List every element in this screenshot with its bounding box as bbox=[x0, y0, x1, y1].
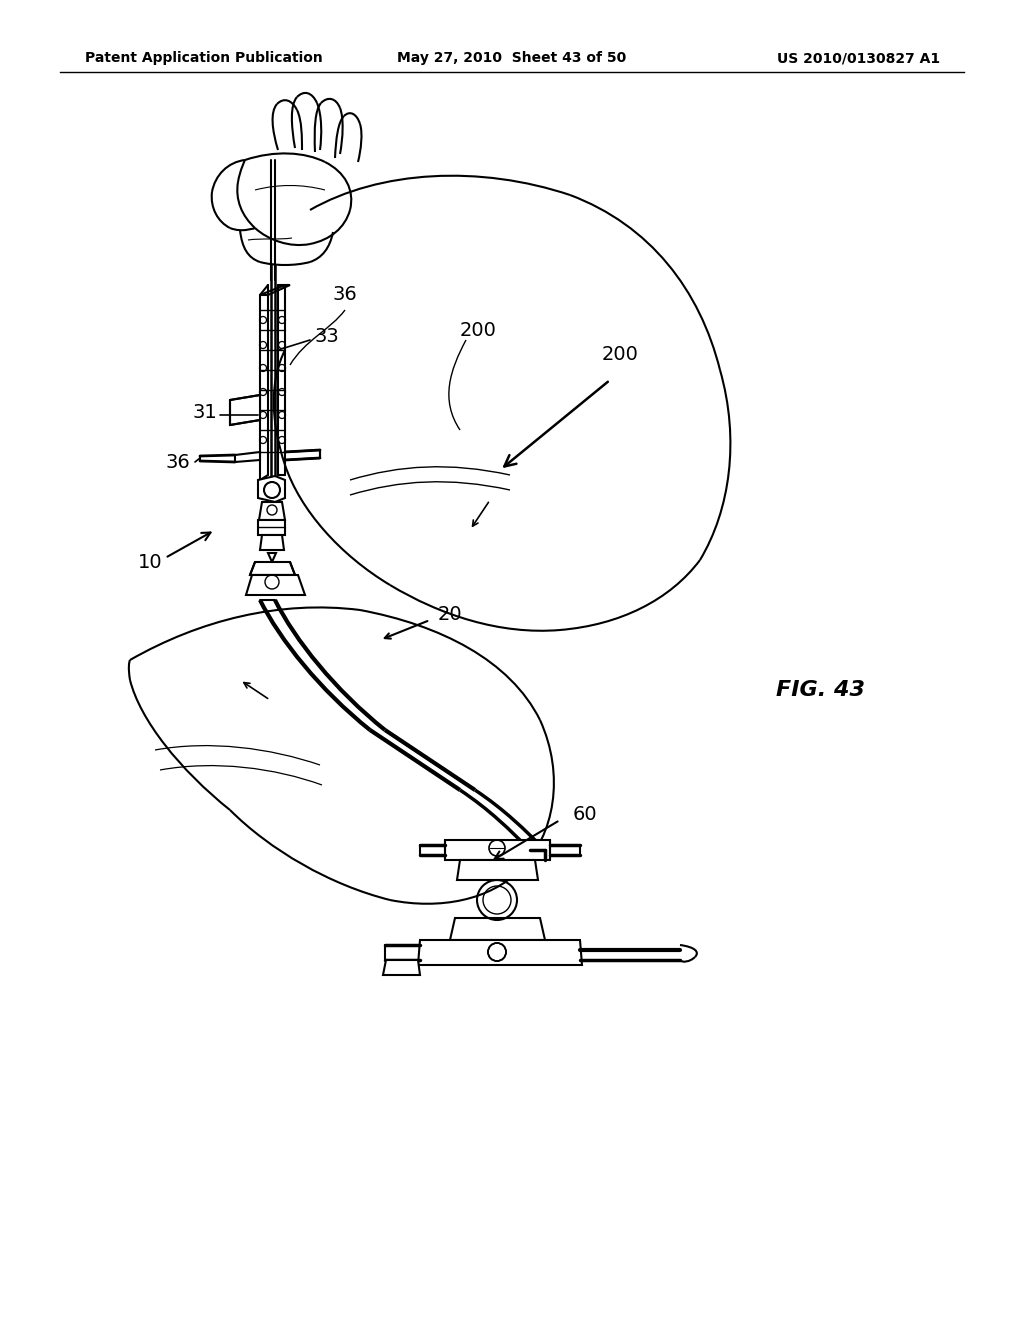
Text: US 2010/0130827 A1: US 2010/0130827 A1 bbox=[777, 51, 940, 65]
Polygon shape bbox=[246, 576, 305, 595]
Polygon shape bbox=[457, 861, 538, 880]
Polygon shape bbox=[260, 535, 284, 550]
Text: 31: 31 bbox=[193, 403, 217, 421]
Polygon shape bbox=[383, 960, 420, 975]
Polygon shape bbox=[250, 562, 295, 576]
Text: 200: 200 bbox=[601, 346, 638, 364]
Text: 20: 20 bbox=[437, 606, 462, 624]
Text: 36: 36 bbox=[333, 285, 357, 305]
Text: 60: 60 bbox=[572, 805, 597, 825]
Circle shape bbox=[488, 942, 506, 961]
Polygon shape bbox=[418, 940, 582, 965]
Polygon shape bbox=[258, 520, 285, 535]
Text: Patent Application Publication: Patent Application Publication bbox=[85, 51, 323, 65]
Polygon shape bbox=[230, 395, 260, 425]
Polygon shape bbox=[445, 840, 550, 861]
Text: 36: 36 bbox=[166, 453, 190, 471]
Text: FIG. 43: FIG. 43 bbox=[775, 680, 864, 700]
Text: 10: 10 bbox=[137, 553, 163, 572]
Polygon shape bbox=[260, 285, 290, 294]
Text: May 27, 2010  Sheet 43 of 50: May 27, 2010 Sheet 43 of 50 bbox=[397, 51, 627, 65]
Polygon shape bbox=[258, 477, 285, 502]
Polygon shape bbox=[285, 450, 319, 459]
Polygon shape bbox=[234, 451, 260, 462]
Text: 33: 33 bbox=[314, 327, 339, 346]
Polygon shape bbox=[268, 553, 276, 562]
Polygon shape bbox=[259, 502, 285, 520]
Text: 200: 200 bbox=[460, 321, 497, 339]
Polygon shape bbox=[450, 917, 545, 940]
